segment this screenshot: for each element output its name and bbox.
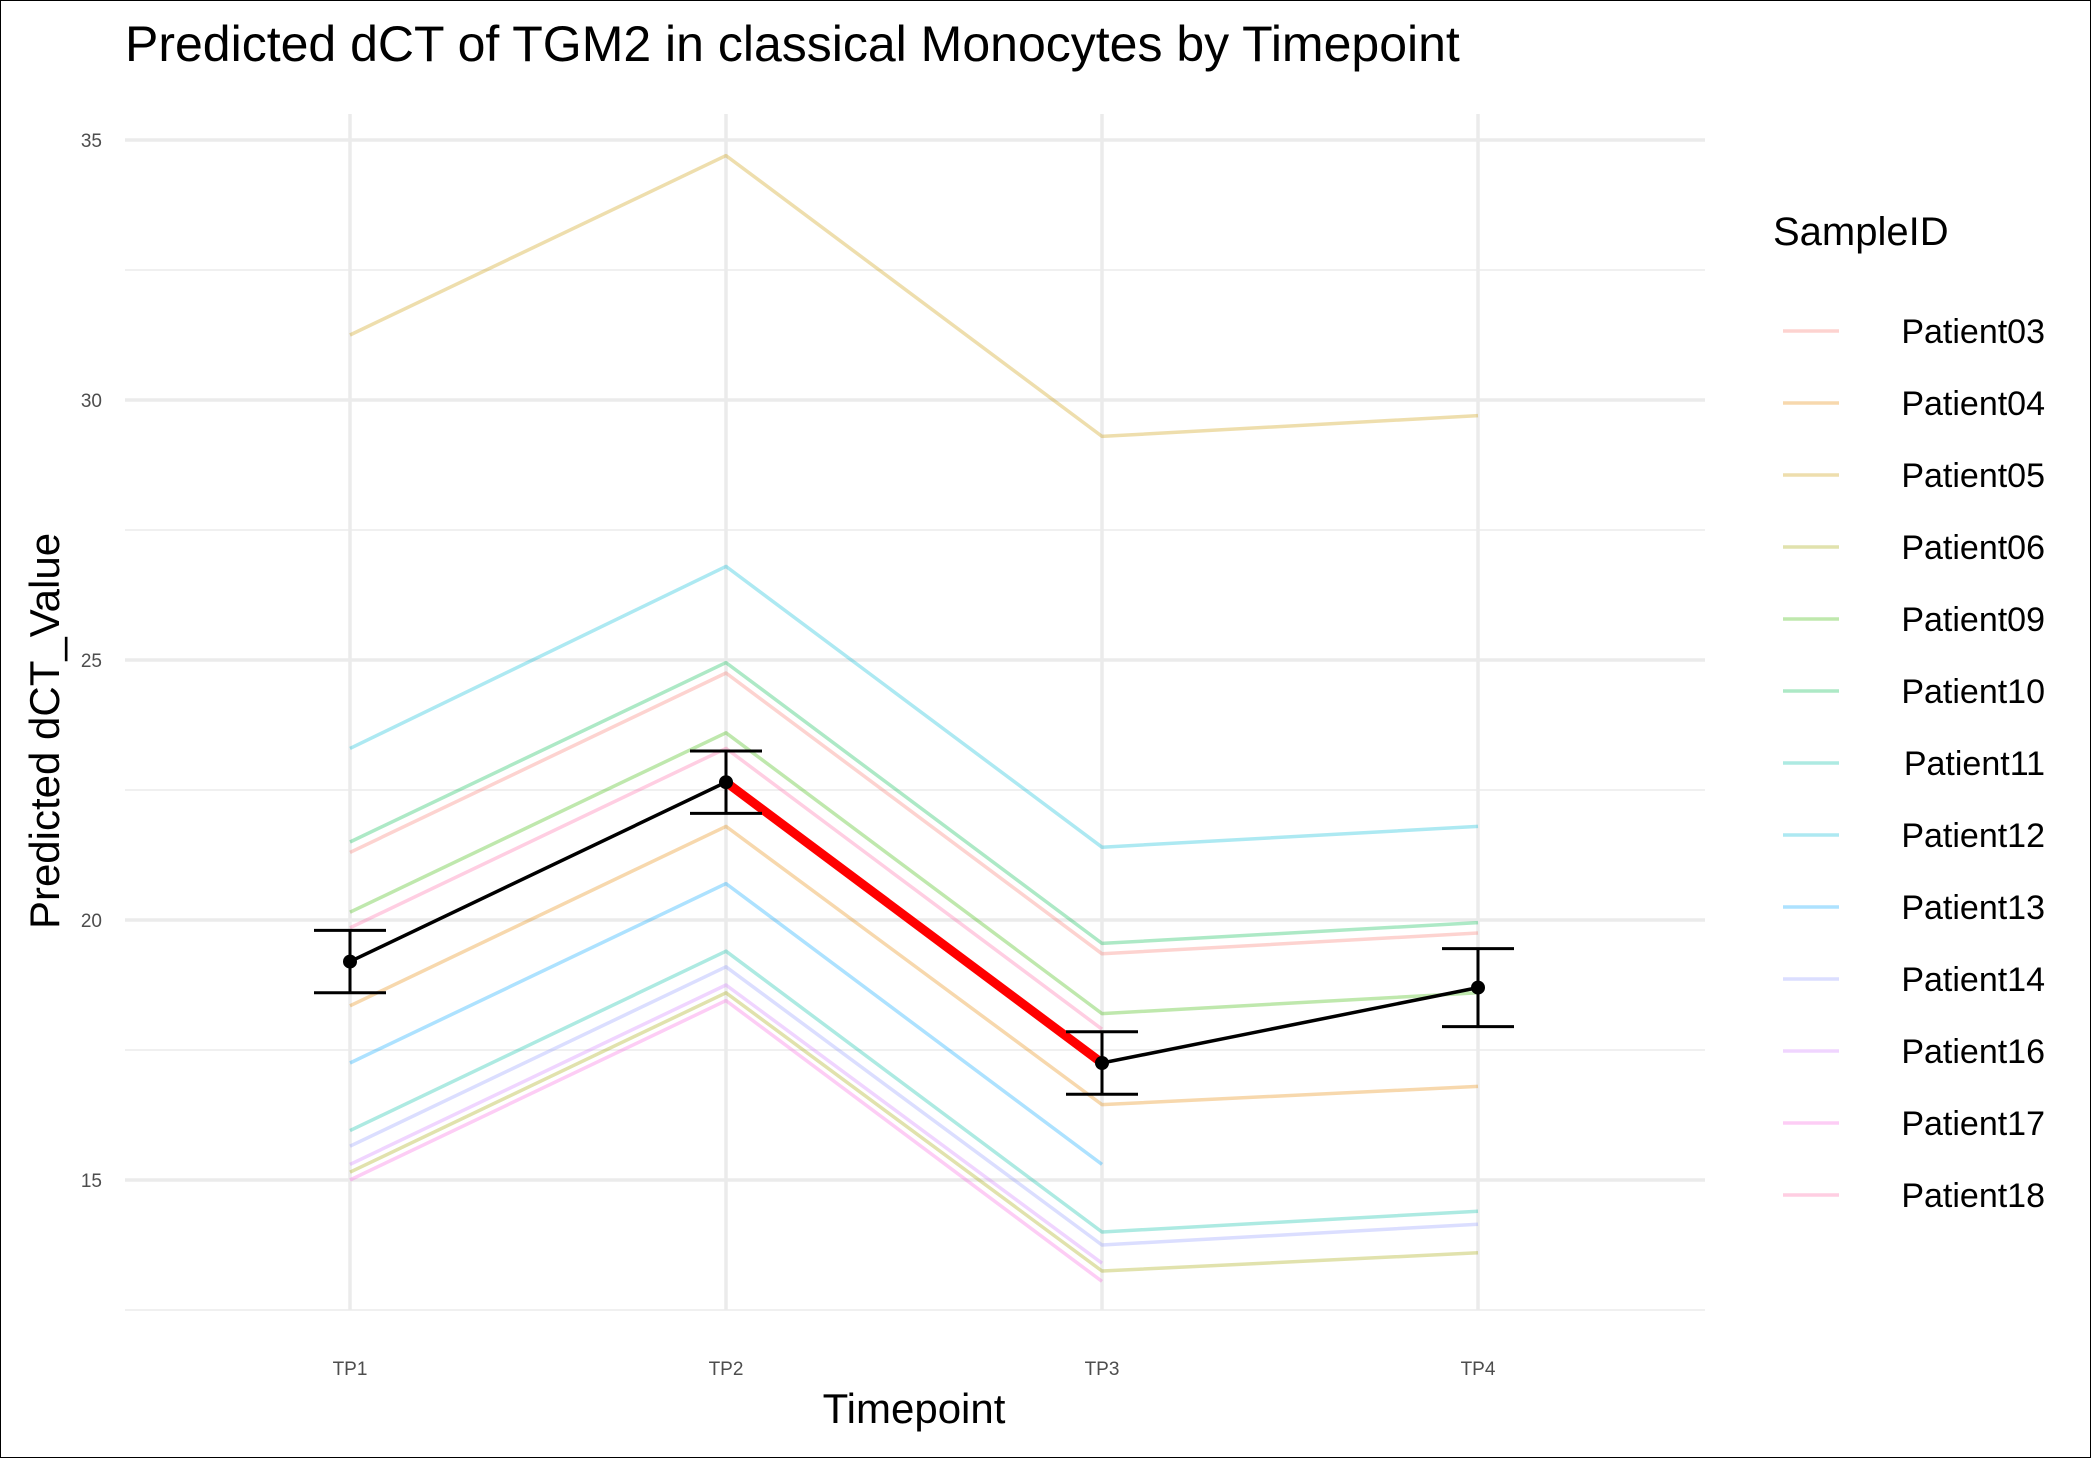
- legend-item: Patient05: [1783, 457, 2045, 495]
- legend-item: Patient11: [1783, 745, 2045, 783]
- legend-items: Patient03 Patient04 Patient05 Patient06 Pati…: [1783, 313, 2045, 1215]
- legend-label: Patient14: [1901, 961, 2045, 999]
- series-line-patient10: [349, 660, 1479, 946]
- series-layer: [349, 153, 1479, 1283]
- y-tick-label: 25: [81, 651, 102, 672]
- legend-item: Patient14: [1783, 961, 2045, 999]
- legend-title: SampleID: [1773, 210, 1949, 254]
- legend: SampleID Patient03Patient04Patient05Pati…: [1773, 210, 2045, 1215]
- series-line-patient14: [349, 965, 1479, 1247]
- legend-item: Patient16: [1783, 1033, 2045, 1071]
- legend-item: Patient04: [1783, 385, 2045, 423]
- legend-label: Patient16: [1901, 1033, 2045, 1071]
- legend-item: Patient17: [1783, 1105, 2045, 1143]
- legend-label: Patient10: [1901, 673, 2045, 711]
- x-tick-label: TP1: [333, 1359, 368, 1380]
- x-tick-label: TP4: [1461, 1359, 1496, 1380]
- highlight-segment: [721, 777, 1107, 1068]
- legend-label: Patient18: [1901, 1177, 2045, 1215]
- legend-label: Patient17: [1901, 1105, 2045, 1143]
- series-line-patient11: [349, 949, 1479, 1234]
- legend-item: Patient03: [1783, 313, 2045, 351]
- mean-layer: [314, 749, 1514, 1096]
- y-tick-label: 35: [81, 131, 102, 152]
- chart-title: Predicted dCT of TGM2 in classical Monoc…: [125, 16, 1460, 72]
- mean-point: [719, 775, 733, 790]
- legend-label: Patient05: [1901, 457, 2045, 495]
- series-line-patient03: [349, 671, 1479, 956]
- series-line-patient04: [349, 824, 1479, 1107]
- x-axis-title: Timepoint: [823, 1385, 1006, 1432]
- legend-label: Patient03: [1901, 313, 2045, 351]
- legend-item: Patient18: [1783, 1177, 2045, 1215]
- legend-item: Patient12: [1783, 817, 2045, 855]
- tick-layer: 15 20 25 30 35 TP1 TP2 TP3 TP4: [81, 131, 1496, 1380]
- y-axis-title: Predicted dCT_Value: [21, 533, 68, 929]
- y-tick-label: 20: [81, 911, 102, 932]
- series-line-patient17: [349, 998, 1104, 1283]
- series-line-patient18: [349, 746, 1104, 1031]
- legend-item: Patient13: [1783, 889, 2045, 927]
- series-line-patient05: [349, 153, 1479, 439]
- series-line-patient12: [349, 564, 1479, 849]
- legend-item: Patient10: [1783, 673, 2045, 711]
- legend-label: Patient12: [1901, 817, 2045, 855]
- mean-point: [1095, 1056, 1109, 1070]
- mean-point: [343, 954, 357, 969]
- legend-label: Patient06: [1901, 529, 2045, 567]
- legend-label: Patient11: [1904, 745, 2045, 783]
- legend-label: Patient09: [1901, 601, 2045, 639]
- x-tick-label: TP3: [1085, 1359, 1120, 1380]
- y-tick-label: 30: [81, 391, 102, 412]
- y-tick-label: 15: [81, 1171, 102, 1192]
- series-line-patient06: [349, 991, 1479, 1273]
- legend-item: Patient09: [1783, 601, 2045, 639]
- series-line-patient13: [349, 881, 1104, 1166]
- legend-label: Patient13: [1901, 889, 2045, 927]
- grid-layer: [125, 114, 1705, 1311]
- x-tick-label: TP2: [709, 1359, 744, 1380]
- legend-label: Patient04: [1901, 385, 2045, 423]
- series-line-patient16: [349, 983, 1104, 1265]
- legend-item: Patient06: [1783, 529, 2045, 567]
- mean-point: [1471, 980, 1485, 995]
- series-line-patient09: [349, 731, 1479, 1016]
